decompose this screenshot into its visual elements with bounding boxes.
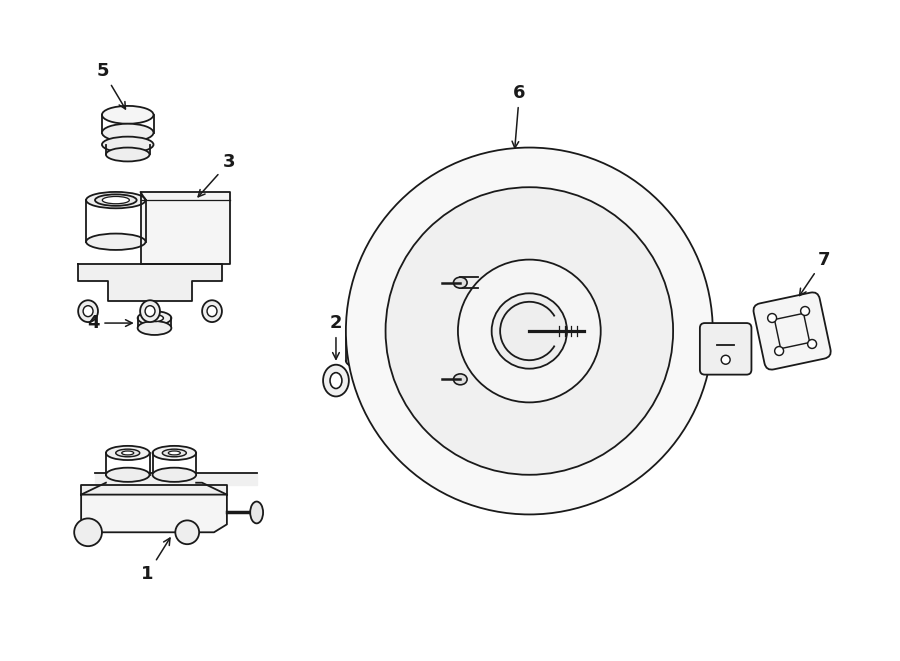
FancyBboxPatch shape [700, 323, 752, 375]
Ellipse shape [146, 315, 164, 321]
Ellipse shape [207, 305, 217, 317]
Ellipse shape [323, 365, 349, 397]
Circle shape [346, 147, 713, 514]
Circle shape [491, 293, 567, 369]
Ellipse shape [202, 300, 222, 322]
Ellipse shape [138, 321, 171, 335]
Ellipse shape [83, 305, 93, 317]
Ellipse shape [102, 137, 154, 153]
Ellipse shape [330, 373, 342, 389]
Ellipse shape [103, 196, 130, 204]
Circle shape [768, 313, 777, 323]
Text: 1: 1 [141, 538, 170, 583]
Ellipse shape [454, 277, 467, 288]
Polygon shape [81, 485, 227, 494]
Ellipse shape [721, 356, 730, 364]
Circle shape [807, 340, 816, 348]
Ellipse shape [145, 305, 155, 317]
Ellipse shape [454, 374, 467, 385]
Text: 5: 5 [96, 62, 125, 109]
Ellipse shape [162, 449, 186, 457]
Text: 3: 3 [198, 153, 235, 197]
Polygon shape [81, 494, 227, 532]
Ellipse shape [116, 449, 140, 457]
Circle shape [775, 346, 784, 356]
Circle shape [801, 307, 809, 315]
FancyBboxPatch shape [753, 292, 831, 369]
Polygon shape [95, 473, 256, 485]
Circle shape [176, 520, 199, 544]
Text: 4: 4 [86, 314, 132, 332]
Ellipse shape [102, 106, 154, 124]
Polygon shape [385, 331, 673, 366]
Ellipse shape [122, 451, 134, 455]
Polygon shape [346, 331, 713, 385]
Text: 7: 7 [799, 251, 830, 295]
Ellipse shape [152, 446, 196, 460]
Ellipse shape [250, 502, 263, 524]
Polygon shape [78, 264, 222, 301]
Ellipse shape [86, 233, 146, 250]
Ellipse shape [106, 147, 149, 161]
Ellipse shape [140, 300, 160, 322]
Ellipse shape [102, 124, 154, 141]
Circle shape [458, 260, 600, 403]
Ellipse shape [168, 451, 180, 455]
Text: 6: 6 [512, 84, 526, 148]
Ellipse shape [86, 192, 146, 208]
Ellipse shape [152, 468, 196, 482]
Ellipse shape [78, 300, 98, 322]
Ellipse shape [106, 446, 149, 460]
Text: 2: 2 [329, 314, 342, 359]
Ellipse shape [106, 468, 149, 482]
Polygon shape [140, 192, 230, 264]
Circle shape [385, 187, 673, 475]
Ellipse shape [95, 194, 137, 206]
Ellipse shape [138, 311, 171, 325]
Circle shape [74, 518, 102, 546]
